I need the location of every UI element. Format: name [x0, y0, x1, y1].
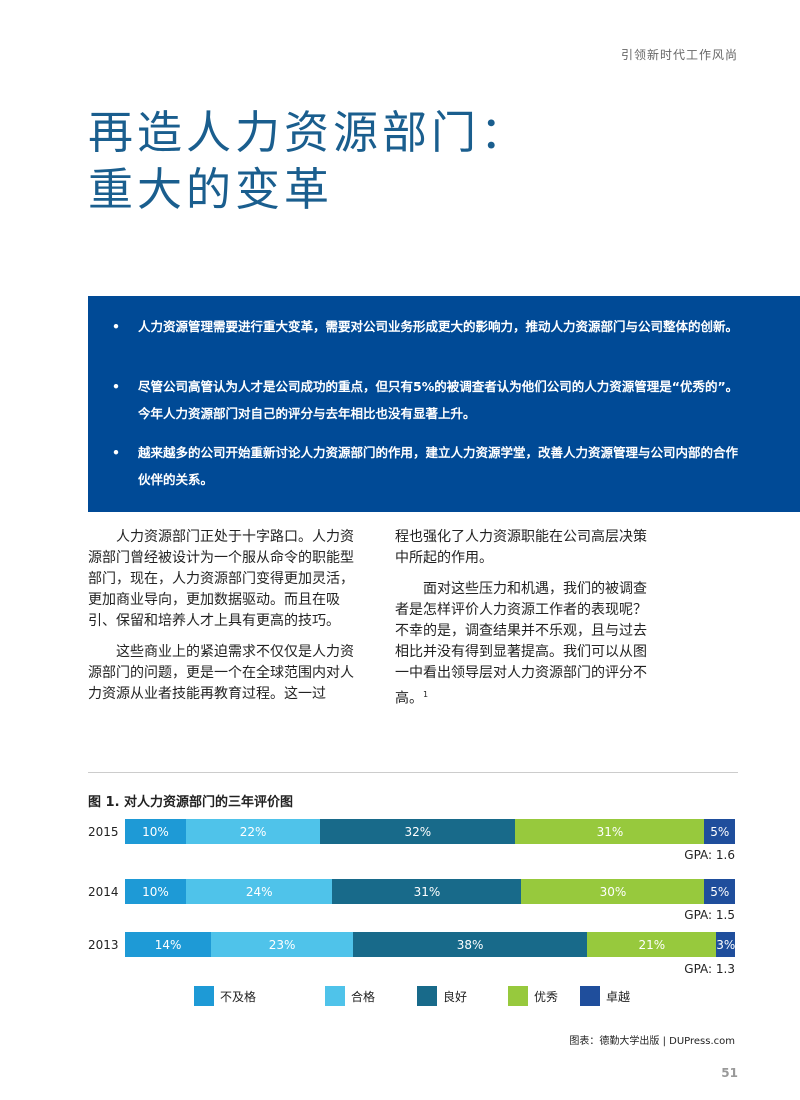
legend-item: 合格 [325, 986, 375, 1006]
year-label: 2015 [88, 825, 119, 839]
bar-segment: 32% [320, 819, 516, 844]
figure-source: 图表：德勤大学出版 | DUPress.com [569, 1036, 735, 1047]
bar-segment: 24% [186, 879, 333, 904]
figure-divider [88, 772, 738, 773]
bar-row: 10% 24% 31% 30% 5% [125, 879, 735, 904]
bullet-icon: • [112, 319, 120, 334]
body-paragraph: 人力资源部门正处于十字路口。人力资源部门曾经被设计为一个服从命令的职能型部门，现… [88, 529, 354, 629]
data-label: 21% [638, 937, 666, 952]
year-label: 2014 [88, 885, 119, 899]
bullet-icon: • [112, 379, 120, 394]
summary-box: • 人力资源管理需要进行重大变革，需要对公司业务形成更大的影响力，推动人力资源部… [88, 296, 800, 512]
running-header: 引领新时代工作风尚 [620, 48, 738, 62]
bar-segment: 38% [352, 932, 588, 957]
legend-label: 不及格 [220, 989, 257, 1004]
bar-segment: 22% [186, 819, 321, 844]
footnote-marker[interactable]: 1 [423, 690, 429, 699]
legend-swatch [417, 986, 437, 1006]
legend-swatch [194, 986, 214, 1006]
data-label: 14% [154, 937, 182, 952]
legend-label: 优秀 [534, 989, 559, 1004]
figure-title: 图 1. 对人力资源部门的三年评价图 [88, 795, 294, 810]
bar-segment: 5% [704, 879, 735, 904]
legend-swatch [325, 986, 345, 1006]
bar-segment: 5% [704, 819, 735, 844]
summary-item: • 越来越多的公司开始重新讨论人力资源部门的作用，建立人力资源学堂，改善人力资源… [112, 439, 748, 493]
bar-segment: 10% [125, 879, 186, 904]
bar-segment: 3% [716, 932, 735, 957]
body-paragraph-with-footnote: 面对这些压力和机遇，我们的被调查者是怎样评价人力资源工作者的表现呢？不幸的是，调… [395, 579, 660, 710]
data-label: 23% [268, 937, 296, 952]
body-column-left: 人力资源部门正处于十字路口。人力资源部门曾经被设计为一个服从命令的职能型部门，现… [88, 527, 356, 715]
bar-segment: 14% [125, 932, 212, 957]
legend-item: 优秀 [508, 986, 558, 1006]
body-column-right: 程也强化了人力资源职能在公司高层决策中所起的作用。 面对这些压力和机遇，我们的被… [395, 527, 660, 720]
data-label: 10% [142, 884, 169, 899]
bar-segment: 31% [515, 819, 705, 844]
bar-segment: 21% [587, 932, 717, 957]
data-label: 22% [239, 824, 267, 839]
legend-item: 不及格 [194, 986, 256, 1006]
legend-label: 良好 [443, 989, 468, 1004]
page-number: 51 [721, 1066, 738, 1080]
data-label: 24% [245, 884, 273, 899]
body-paragraph: 程也强化了人力资源职能在公司高层决策中所起的作用。 [395, 529, 647, 566]
legend-swatch [508, 986, 528, 1006]
legend-item: 良好 [417, 986, 467, 1006]
title-line-2: 重大的变革 [88, 163, 334, 216]
data-label: 5% [710, 884, 730, 899]
bar-segment: 23% [211, 932, 353, 957]
data-label: 10% [142, 824, 169, 839]
bullet-icon: • [112, 445, 120, 460]
data-label: 3% [716, 937, 735, 952]
summary-item-text: 人力资源管理需要进行重大变革，需要对公司业务形成更大的影响力，推动人力资源部门与… [138, 319, 739, 334]
summary-item-text: 尽管公司高管认为人才是公司成功的重点，但只有5%的被调查者认为他们公司的人力资源… [138, 379, 739, 421]
summary-item: • 人力资源管理需要进行重大变革，需要对公司业务形成更大的影响力，推动人力资源部… [112, 313, 748, 340]
data-label: 31% [413, 884, 441, 899]
legend-item: 卓越 [580, 986, 630, 1006]
year-label: 2013 [88, 938, 119, 952]
data-label: 31% [596, 824, 624, 839]
page-title: 再造人力资源部门： 重大的变革 [88, 104, 529, 218]
legend-swatch [580, 986, 600, 1006]
bar-segment: 10% [125, 819, 186, 844]
title-line-1: 再造人力资源部门： [88, 106, 530, 159]
body-paragraph-text: 面对这些压力和机遇，我们的被调查者是怎样评价人力资源工作者的表现呢？不幸的是，调… [395, 581, 647, 707]
bar-segment: 31% [332, 879, 522, 904]
bar-segment: 30% [521, 879, 705, 904]
data-label: 38% [456, 937, 484, 952]
bar-row: 14% 23% 38% 21% 3% [125, 932, 735, 957]
data-label: 32% [404, 824, 432, 839]
gpa-label: GPA: 1.5 [684, 908, 735, 922]
body-paragraph: 这些商业上的紧迫需求不仅仅是人力资源部门的问题，更是一个在全球范围内对人力资源从… [88, 644, 354, 702]
gpa-label: GPA: 1.3 [684, 962, 735, 976]
data-label: 5% [710, 824, 730, 839]
bar-row: 10% 22% 32% 31% 5% [125, 819, 735, 844]
summary-item: • 尽管公司高管认为人才是公司成功的重点，但只有5%的被调查者认为他们公司的人力… [112, 373, 748, 427]
gpa-label: GPA: 1.6 [684, 848, 735, 862]
summary-item-text: 越来越多的公司开始重新讨论人力资源部门的作用，建立人力资源学堂，改善人力资源管理… [138, 445, 739, 487]
legend-label: 卓越 [606, 989, 631, 1004]
data-label: 30% [599, 884, 627, 899]
legend-label: 合格 [351, 989, 376, 1004]
